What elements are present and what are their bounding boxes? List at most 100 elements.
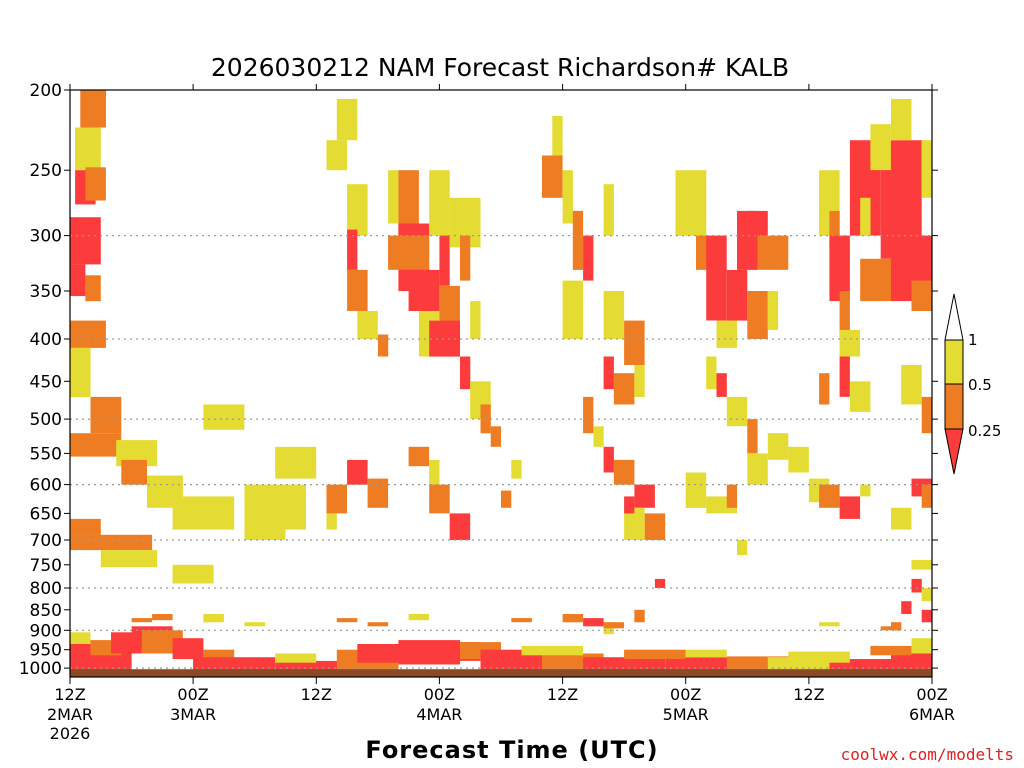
ri-cell (398, 170, 419, 236)
ri-cell (172, 564, 214, 584)
ri-cell (326, 507, 337, 530)
ri-cell (716, 373, 727, 397)
x-tick-label: 00Z (177, 685, 208, 704)
ri-cell (152, 614, 173, 621)
ri-cell (839, 329, 861, 357)
colorbar-label: 0.5 (968, 376, 992, 394)
x-tick-label: 12Z (547, 685, 578, 704)
ri-cell (439, 235, 450, 286)
ground-surface (70, 669, 932, 677)
ri-cell (726, 396, 748, 427)
colorbar-bottom-arrow (944, 428, 964, 475)
ri-cell (829, 210, 840, 248)
ri-surface-cell (172, 638, 204, 660)
ri-cell (347, 459, 368, 485)
ri-cell (603, 622, 625, 629)
ri-cell (429, 459, 440, 485)
ri-cell (203, 404, 245, 430)
ri-surface-cell (357, 644, 409, 663)
ri-cell (870, 124, 891, 171)
ri-cell (336, 618, 358, 623)
ri-cell (911, 560, 932, 570)
ri-cell (449, 513, 471, 540)
ri-cell (860, 197, 871, 236)
x-tick-label: 00Z (670, 685, 701, 704)
ri-cell (726, 269, 748, 321)
x-tick-date: 3MAR (170, 705, 216, 724)
ri-cell (326, 140, 347, 171)
ri-cell (367, 478, 389, 508)
ri-cell (757, 235, 789, 270)
ri-surface-cell (788, 651, 850, 663)
ri-cell (80, 90, 106, 128)
ri-cell (829, 235, 850, 302)
ri-surface-cell (911, 638, 932, 654)
y-tick-label: 200 (30, 81, 62, 101)
y-tick-label: 250 (30, 161, 62, 181)
y-tick-label: 500 (30, 410, 62, 430)
ri-cell (706, 235, 727, 321)
ri-cell (326, 484, 347, 514)
ri-cell (901, 365, 922, 405)
ri-cell (583, 396, 594, 434)
ri-cell (100, 550, 158, 568)
ri-cell (562, 614, 584, 623)
ri-cell (501, 490, 512, 508)
ri-cell (562, 280, 584, 339)
y-tick-label: 300 (30, 227, 62, 247)
ri-surface-cell (275, 653, 317, 663)
ri-cell (70, 433, 122, 457)
y-tick-label: 950 (30, 641, 62, 661)
y-tick-label: 900 (30, 621, 62, 641)
ri-cell (634, 609, 645, 623)
ri-cell (470, 301, 481, 339)
colorbar-label: 0.25 (968, 422, 1001, 440)
ri-cell (265, 484, 306, 530)
ri-cell (747, 291, 768, 339)
x-tick-date: 6MAR (909, 705, 955, 724)
y-tick-label: 1000 (19, 659, 62, 679)
ri-cell (275, 446, 317, 479)
ri-surface-cell (870, 645, 912, 656)
ri-cell (819, 622, 840, 627)
y-tick-label: 350 (30, 282, 62, 302)
ri-cell (70, 320, 106, 348)
ri-cell (85, 167, 106, 201)
x-tick-year: 2026 (50, 724, 91, 743)
ri-cell (644, 513, 666, 540)
ri-cell (613, 373, 635, 405)
ri-cell (70, 518, 101, 535)
ri-cell (490, 426, 501, 447)
ri-cell (429, 484, 450, 514)
ri-cell (891, 507, 912, 530)
ri-cell (203, 614, 224, 623)
ri-cell (747, 453, 768, 485)
ri-cell (90, 396, 122, 434)
ri-cell (675, 170, 707, 236)
ri-cell (921, 609, 932, 623)
y-tick-label: 550 (30, 444, 62, 464)
ri-cell (624, 320, 645, 365)
y-tick-label: 700 (30, 531, 62, 551)
ri-cell (408, 446, 430, 467)
ri-cell (767, 433, 789, 460)
ri-cell (634, 365, 645, 397)
ri-cell (552, 116, 563, 171)
ri-cell (685, 472, 707, 508)
x-tick-date: 4MAR (416, 705, 462, 724)
ri-cell (408, 269, 440, 311)
ri-cell (347, 184, 368, 236)
ri-cell (244, 622, 265, 627)
ri-cell (603, 291, 625, 339)
ri-cell (819, 484, 840, 508)
ri-cell (70, 347, 91, 397)
ri-cell (70, 264, 86, 297)
ri-cell (357, 311, 378, 339)
ground-band (70, 669, 932, 677)
ri-cell (860, 258, 891, 302)
ri-cell (839, 496, 861, 519)
x-axis-title: Forecast Time (UTC) (365, 736, 658, 764)
ri-cell (891, 98, 912, 141)
ri-cell (880, 626, 902, 631)
ri-cell (921, 588, 932, 602)
